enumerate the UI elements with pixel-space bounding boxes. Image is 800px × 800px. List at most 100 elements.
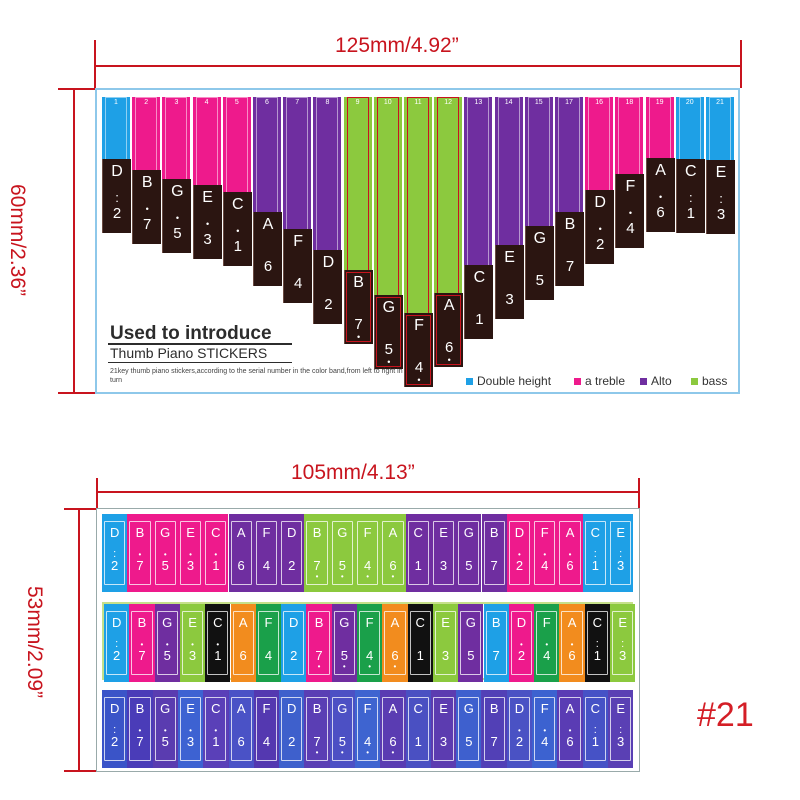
key-letter: G xyxy=(533,230,547,247)
key-column-outline xyxy=(256,97,278,214)
sticker-cell-outline xyxy=(458,521,480,585)
sticker-digit: 2 xyxy=(515,734,524,749)
sticker-digit: 1 xyxy=(212,734,220,749)
sticker-octave-dots: • xyxy=(189,550,192,559)
sticker-letter: C xyxy=(415,615,425,630)
sticker-digit: 6 xyxy=(566,558,574,573)
key-label-block: F 4 • xyxy=(615,174,645,248)
sticker-letter: F xyxy=(542,615,551,630)
sticker-letter: A xyxy=(390,615,400,630)
sticker-letter: C xyxy=(211,525,221,540)
variant-label: #21 xyxy=(697,696,754,734)
key-column-outline xyxy=(135,97,158,172)
key-number: 9 xyxy=(355,99,360,106)
sticker-letter: A xyxy=(565,701,575,716)
sticker-digit: 3 xyxy=(617,558,625,573)
sticker-cell-outline xyxy=(331,697,353,761)
sticker-digit: 6 xyxy=(389,734,397,749)
key-label-block: D 2: xyxy=(102,159,131,233)
intro-description: 21key thumb piano stickers,according to … xyxy=(110,368,403,384)
sticker-cell-outline xyxy=(536,611,558,675)
sticker-cell: E 3 • xyxy=(177,690,204,768)
sticker-digit: 4 xyxy=(264,648,273,663)
sticker-letter: E xyxy=(439,525,448,540)
sticker-cell: F 4 • xyxy=(355,690,381,768)
key-number: 12 xyxy=(444,99,453,106)
top-width-tick-right xyxy=(740,40,742,88)
sticker-cell: A 6 • xyxy=(382,604,408,682)
key-digit: 7 xyxy=(143,216,152,233)
sticker-letter: F xyxy=(363,525,372,540)
sticker-digit: 2 xyxy=(290,648,298,663)
sticker-cell: C 1: xyxy=(582,514,608,592)
bottom-height-line xyxy=(78,508,80,772)
intro-rule-bottom xyxy=(108,362,292,363)
legend-swatch-double-height xyxy=(466,377,473,385)
key-number: 10 xyxy=(383,99,392,106)
sticker-octave-dots: : xyxy=(621,638,625,650)
key-label-block: A 6 • xyxy=(645,158,675,232)
key-digit: 2 xyxy=(324,296,333,313)
key-column: 2 xyxy=(132,97,161,172)
sticker-digit: 4 xyxy=(262,558,271,573)
sticker-octave-dots: : xyxy=(619,548,623,560)
key-column: 15 xyxy=(524,97,553,228)
sticker-cell-outline xyxy=(207,611,229,675)
sticker-digit: 3 xyxy=(186,734,195,749)
key-number: 5 xyxy=(234,99,239,106)
key-number: 7 xyxy=(295,99,300,106)
sticker-cell-outline xyxy=(409,611,431,675)
legend-label: Double height xyxy=(477,374,552,388)
sticker-digit: 5 xyxy=(338,734,346,749)
sticker-digit: 3 xyxy=(439,558,448,573)
top-width-line xyxy=(94,65,742,67)
key-column: 18 xyxy=(615,97,644,176)
sticker-letter: E xyxy=(618,615,627,630)
sticker-letter: B xyxy=(135,525,145,540)
sticker-letter: A xyxy=(238,615,248,630)
key-letter: C xyxy=(685,163,697,180)
key-label-block: D 2 • xyxy=(585,190,615,264)
key-digit: 6 xyxy=(445,339,454,356)
sticker-octave-dots: • xyxy=(568,726,572,735)
key-letter: G xyxy=(171,183,184,200)
sticker-digit: 1 xyxy=(414,558,422,573)
sticker-letter: C xyxy=(590,525,601,540)
sticker-letter: A xyxy=(567,615,577,630)
sticker-letter: E xyxy=(616,525,625,540)
key-label-block: C 1 • xyxy=(222,192,252,266)
sticker-letter: G xyxy=(337,525,348,540)
key-digit: 5 xyxy=(535,272,544,289)
key-digit: 5 xyxy=(173,225,182,242)
sticker-cell-outline xyxy=(106,611,128,675)
key-letter: B xyxy=(564,216,576,233)
sticker-digit: 1 xyxy=(414,734,422,749)
key-letter: A xyxy=(262,216,274,233)
key-label-block: E 3 • xyxy=(192,185,222,259)
key-label-block: F 4 • xyxy=(404,313,433,387)
sticker-cell-outline xyxy=(357,521,379,585)
key-column: 17 xyxy=(555,97,583,214)
key-column-outline xyxy=(709,97,731,162)
key-octave-dots: • xyxy=(417,375,421,385)
sticker-digit: 7 xyxy=(136,734,144,749)
sticker-cell-outline xyxy=(610,521,632,585)
key-octave-dots: • xyxy=(145,204,149,214)
sticker-octave-dots: • xyxy=(520,640,523,649)
key-digit: 1 xyxy=(475,311,484,328)
sticker-letter: F xyxy=(540,525,549,540)
sticker-cell-outline xyxy=(432,521,455,585)
sticker-octave-dots: • xyxy=(366,572,370,581)
key-label-block: G 5 • xyxy=(373,295,403,369)
sticker-strip: D 2: B 7 • G 5 • E 3 • C 1 • A 6 F 4 D 2 B 7 • G 5 • F 4 • A 6 • C 1 E 3 G 5 B… xyxy=(102,690,634,768)
key-octave-dots: • xyxy=(206,219,210,229)
sticker-cell-outline xyxy=(584,521,606,585)
sticker-octave-dots: • xyxy=(340,748,344,757)
sticker-cell: E 3: xyxy=(608,514,634,592)
